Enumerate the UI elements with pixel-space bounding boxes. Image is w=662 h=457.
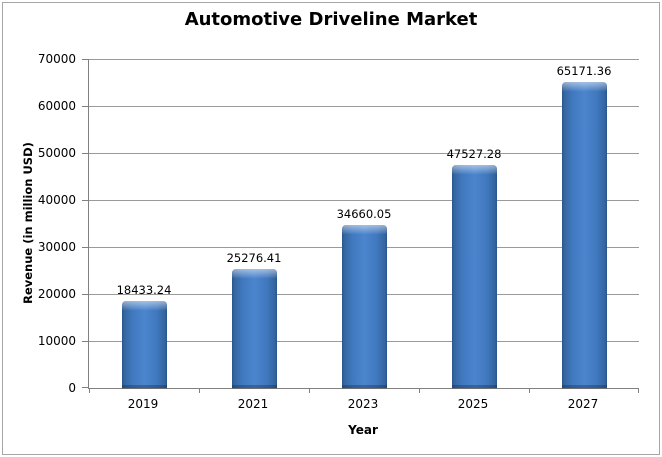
gridline	[89, 153, 639, 154]
x-axis-tick-label: 2019	[127, 397, 159, 411]
x-axis-tick-label: 2025	[457, 397, 489, 411]
y-axis-tick-label: 50000	[37, 146, 76, 160]
bar-value-label: 25276.41	[226, 251, 282, 266]
bar-2027	[561, 81, 607, 389]
chart-title: Automotive Driveline Market	[184, 9, 478, 30]
x-axis-tick	[89, 388, 90, 393]
gridline	[89, 59, 639, 60]
x-axis-tick	[199, 388, 200, 393]
x-axis-tick-label: 2023	[347, 397, 379, 411]
y-axis-tick	[82, 387, 89, 388]
y-axis-tick	[82, 200, 89, 202]
bar-value-label: 65171.36	[556, 63, 612, 78]
y-axis-tick	[82, 294, 89, 296]
x-axis-tick	[309, 388, 310, 393]
bar-slot: 18433.24	[89, 59, 199, 388]
bar-slot: 65171.36	[529, 59, 639, 389]
y-axis-tick-label: 30000	[37, 240, 76, 254]
y-axis-tick-label: 70000	[37, 52, 76, 66]
bar-slot: 25276.41	[199, 59, 309, 388]
y-axis-tick	[82, 59, 89, 60]
plot-area: 0 10000 20000 30000 40000 50000 60000 70000 1843…	[38, 52, 639, 395]
y-axis-tick-label: 20000	[37, 287, 76, 301]
bar-value-label: 34660.05	[336, 207, 392, 222]
bar-2021	[231, 269, 277, 388]
y-axis-tick	[82, 153, 89, 154]
bar-value-label: 18433.24	[116, 283, 172, 298]
y-axis-tick-label: 40000	[37, 193, 76, 207]
gridline	[89, 200, 639, 202]
y-axis-tick	[82, 106, 89, 107]
bar-2023	[341, 225, 387, 388]
x-axis-tick	[529, 388, 530, 393]
x-axis-title: Year	[348, 423, 378, 437]
x-axis-tick-label: 2021	[237, 397, 269, 411]
x-axis-tick	[638, 388, 639, 393]
y-axis-title: Revenue (in million USD)	[21, 142, 35, 304]
x-axis-tick-label: 2027	[567, 397, 599, 411]
bar-2025	[451, 164, 497, 389]
x-axis-labels: 2019 2021 2023 2025 2027	[88, 397, 638, 411]
y-axis-tick	[82, 341, 89, 343]
gridline	[89, 106, 639, 107]
y-axis-tick-label: 0	[68, 381, 76, 395]
y-axis-tick	[82, 247, 89, 248]
y-axis-tick-label: 10000	[37, 334, 76, 348]
x-axis-tick	[419, 388, 420, 393]
bar-2019	[121, 301, 167, 388]
y-axis-tick-label: 60000	[37, 99, 76, 113]
bar-slot: 34660.05	[309, 59, 419, 388]
bar-slot: 47527.28	[419, 59, 529, 389]
bar-value-label: 47527.28	[446, 146, 502, 161]
